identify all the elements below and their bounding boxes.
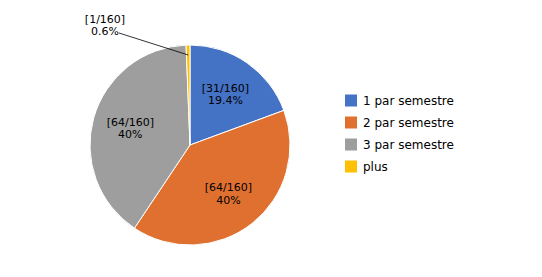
data-label: [64/160]40% [205, 181, 252, 207]
legend-item: 1 par semestre [345, 94, 454, 108]
legend-swatch [345, 139, 357, 151]
legend-item: 2 par semestre [345, 116, 454, 130]
data-label: [64/160]40% [107, 116, 154, 142]
label-line: 40% [216, 194, 240, 207]
legend-item: 3 par semestre [345, 138, 454, 152]
legend-label: 2 par semestre [363, 116, 454, 130]
legend-swatch [345, 117, 357, 129]
label-line: 40% [118, 128, 142, 141]
legend-swatch [345, 161, 357, 173]
label-line: [64/160] [107, 116, 154, 129]
legend-item: plus [345, 160, 388, 174]
chart: [31/160]19.4%[64/160]40%[64/160]40%[1/16… [0, 0, 542, 277]
label-line: [31/160] [202, 82, 249, 95]
slice [186, 45, 190, 145]
legend-label: plus [363, 160, 388, 174]
label-line: 0.6% [91, 25, 119, 38]
label-line: [1/160] [85, 13, 125, 26]
pie [90, 45, 290, 245]
legend: 1 par semestre 2 par semestre 3 par semest… [345, 94, 454, 174]
legend-label: 3 par semestre [363, 138, 454, 152]
data-labels: [31/160]19.4%[64/160]40%[64/160]40%[1/16… [85, 13, 252, 207]
leader-line [119, 33, 188, 55]
data-label: [31/160]19.4% [202, 82, 249, 108]
legend-swatch [345, 95, 357, 107]
label-line: 19.4% [208, 94, 243, 107]
data-label: [1/160]0.6% [85, 13, 125, 39]
legend-label: 1 par semestre [363, 94, 454, 108]
slice [90, 45, 190, 228]
label-line: [64/160] [205, 181, 252, 194]
